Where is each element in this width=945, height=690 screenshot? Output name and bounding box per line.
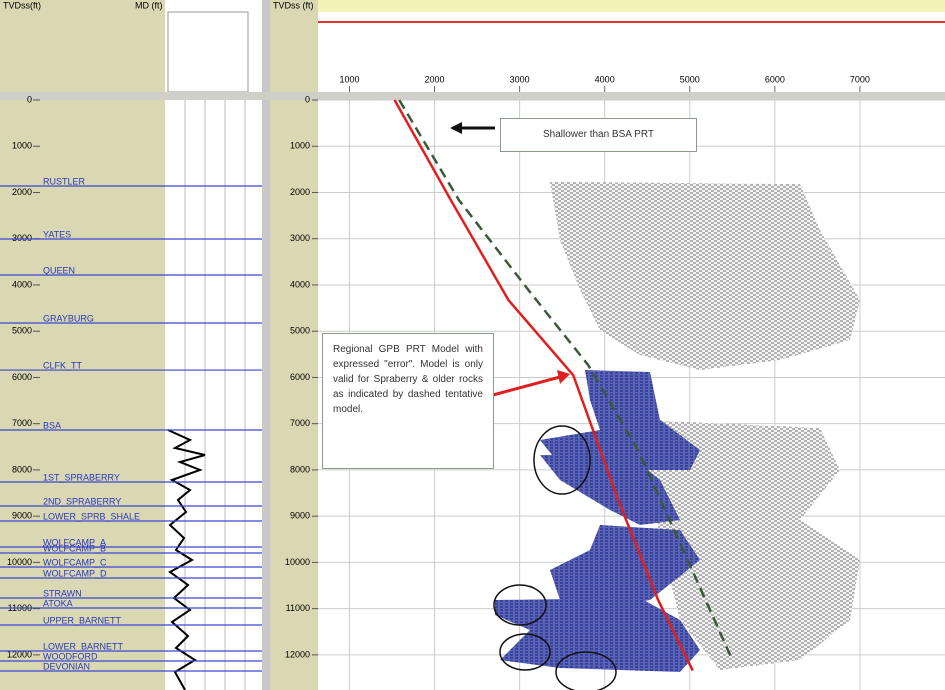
x-tick-label: 3000 (510, 74, 530, 84)
header-label: TVDss(ft) (3, 0, 41, 10)
depth-panel (270, 0, 318, 690)
depth-label: 7000 (290, 418, 310, 428)
clouds (495, 182, 860, 672)
formation-name: STRAWN (43, 588, 82, 598)
header-label: MD (ft) (135, 0, 163, 10)
gamma-ray-curve (167, 429, 206, 690)
x-tick-label: 1000 (339, 74, 359, 84)
x-tick-label: 5000 (680, 74, 700, 84)
depth-label: 4000 (12, 279, 32, 289)
formation-name: WOLFCAMP_B (43, 543, 106, 553)
depth-label: 1000 (290, 141, 310, 151)
depth-label: 10000 (7, 557, 32, 567)
depth-label: 3000 (12, 233, 32, 243)
depth-label: 1000 (12, 141, 32, 151)
depth-label: 9000 (290, 511, 310, 521)
depth-label: 5000 (290, 326, 310, 336)
formation-name: GRAYBURG (43, 313, 94, 323)
formation-name: CLFK_TT (43, 360, 83, 370)
callout-shallow: Shallower than BSA PRT (500, 118, 697, 152)
splitter (262, 0, 270, 690)
left-panel (0, 0, 165, 690)
formation-name: DEVONIAN (43, 661, 90, 671)
depth-label: 12000 (7, 649, 32, 659)
log-track (165, 0, 262, 690)
x-tick-label: 7000 (850, 74, 870, 84)
header-divider (0, 92, 945, 100)
formation-name: 2ND_SPRABERRY (43, 496, 121, 506)
depth-label: 0 (305, 94, 310, 104)
formation-name: WOLFCAMP_D (43, 568, 107, 578)
formation-name: WOLFCAMP_A (43, 537, 106, 547)
tentative-model-line (398, 99, 734, 661)
formation-name: YATES (43, 229, 71, 239)
depth-label: 3000 (290, 233, 310, 243)
track-grid (184, 100, 246, 690)
formation-name: UPPER_BARNETT (43, 615, 122, 625)
formation-name: WOODFORD (43, 651, 98, 661)
depth-label: 6000 (12, 372, 32, 382)
depth-label: 11000 (286, 603, 310, 613)
depth-label: 2000 (12, 187, 32, 197)
x-tick-label: 6000 (765, 74, 785, 84)
x-tick-label: 4000 (595, 74, 615, 84)
depth-label: 6000 (290, 372, 310, 382)
track-header (167, 11, 249, 93)
gpb-model-line (393, 99, 694, 672)
header-label: TVDss (ft) (273, 0, 314, 10)
formation-name: BSA (43, 420, 61, 430)
formation-name: RUSTLER (43, 176, 86, 186)
formation-name: WOLFCAMP_C (43, 557, 107, 567)
depth-label: 5000 (12, 326, 32, 336)
depth-label: 0 (27, 94, 32, 104)
depth-label: 7000 (12, 418, 32, 428)
header-strip (318, 0, 945, 12)
arrows (450, 122, 570, 397)
depth-label: 4000 (290, 279, 310, 289)
depth-label: 8000 (290, 464, 310, 474)
depth-label: 10000 (285, 557, 310, 567)
depth-label: 8000 (12, 464, 32, 474)
depth-label: 2000 (290, 187, 310, 197)
formation-name: LOWER_BARNETT (43, 641, 124, 651)
formation-name: LOWER_SPRB_SHALE (43, 511, 140, 521)
formation-name: ATOKA (43, 598, 73, 608)
formation-name: 1ST_SPRABERRY (43, 472, 120, 482)
x-tick-label: 2000 (425, 74, 445, 84)
depth-label: 9000 (12, 511, 32, 521)
formation-name: QUEEN (43, 265, 75, 275)
callout-model: Regional GPB PRT Model with expressed "e… (322, 333, 494, 469)
depth-label: 12000 (285, 649, 310, 659)
annotation-circles (493, 425, 617, 690)
